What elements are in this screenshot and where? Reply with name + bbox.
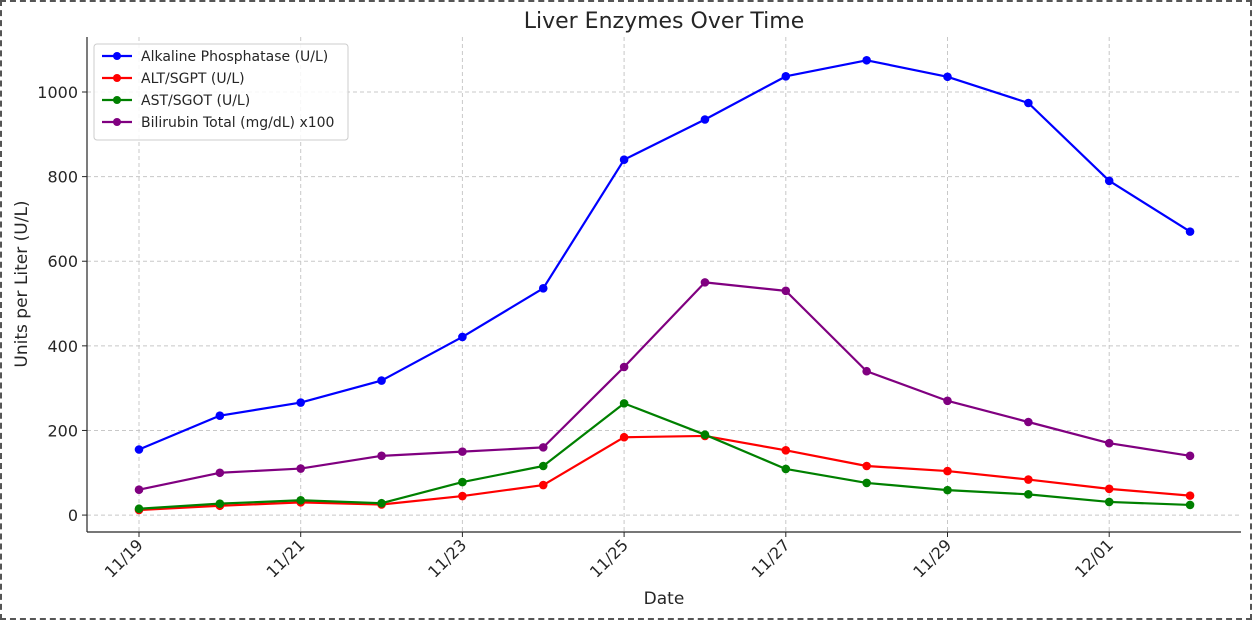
data-point: [296, 398, 306, 407]
data-point: [862, 478, 871, 488]
legend-marker: [113, 52, 121, 60]
x-tick-label: 11/19: [101, 535, 147, 581]
data-point: [1024, 98, 1033, 108]
x-tick-label: 11/21: [262, 535, 308, 581]
x-tick-label: 11/25: [586, 535, 632, 581]
data-point: [943, 396, 952, 406]
data-point: [1185, 451, 1195, 461]
data-point: [538, 284, 548, 293]
data-point: [862, 461, 871, 471]
legend: Alkaline Phosphatase (U/L) ALT/SGPT (U/L)…: [93, 43, 349, 141]
series-line: [138, 59, 1191, 451]
data-point: [1024, 490, 1033, 499]
series-layer: [134, 55, 1195, 515]
data-point: [700, 430, 710, 439]
series-line: [138, 281, 1191, 491]
series-2: [134, 431, 1195, 515]
data-point: [1185, 227, 1195, 236]
data-point: [1104, 176, 1114, 186]
data-point: [781, 446, 791, 455]
series-3: [134, 399, 1195, 514]
data-point: [458, 491, 467, 501]
x-tick-label: 11/23: [424, 535, 470, 581]
legend-marker: [113, 118, 121, 126]
data-point: [538, 480, 548, 490]
legend-label: Bilirubin Total (mg/dL) x100: [141, 115, 334, 131]
legend-marker: [113, 74, 121, 82]
series-line: [138, 434, 1191, 512]
data-point: [215, 468, 225, 478]
data-point: [1185, 500, 1195, 510]
data-point: [458, 447, 467, 456]
grid: [87, 37, 1241, 532]
data-point: [700, 278, 710, 287]
series-4: [134, 278, 1195, 494]
data-point: [1104, 438, 1114, 448]
data-point: [296, 495, 306, 505]
data-point: [781, 286, 791, 296]
x-tick-label: 12/01: [1071, 535, 1117, 581]
data-point: [619, 155, 629, 164]
data-point: [619, 362, 629, 372]
legend-box: [93, 43, 349, 141]
y-tick-label: 600: [47, 252, 78, 271]
y-tick-label: 0: [68, 506, 78, 525]
data-point: [1024, 475, 1033, 484]
data-point: [943, 466, 952, 476]
data-point: [134, 445, 144, 454]
data-point: [1185, 491, 1195, 500]
y-tick-label: 800: [47, 168, 78, 187]
data-point: [619, 399, 629, 408]
data-point: [538, 443, 548, 452]
x-tick-label: 11/27: [748, 535, 794, 581]
data-point: [1024, 417, 1033, 427]
data-point: [134, 504, 144, 514]
legend-marker: [113, 96, 121, 104]
data-point: [215, 411, 225, 420]
data-point: [700, 115, 710, 124]
data-point: [1104, 497, 1114, 507]
data-point: [296, 464, 306, 473]
legend-item: AST/SGOT (U/L): [102, 93, 250, 109]
data-point: [862, 366, 871, 376]
legend-label: ALT/SGPT (U/L): [141, 71, 245, 87]
data-point: [458, 332, 467, 342]
y-tick-label: 1000: [37, 83, 78, 102]
x-tick-label: 11/29: [909, 535, 955, 581]
data-point: [215, 499, 225, 508]
data-point: [943, 72, 952, 82]
data-point: [781, 464, 791, 474]
data-point: [377, 451, 386, 461]
legend-label: AST/SGOT (U/L): [141, 93, 250, 109]
series-1: [134, 55, 1195, 454]
legend-label: Alkaline Phosphatase (U/L): [141, 49, 328, 65]
x-axis-label: Date: [644, 589, 685, 609]
data-point: [377, 376, 386, 385]
data-point: [862, 55, 871, 65]
series-line: [138, 402, 1191, 510]
y-axis-label: Units per Liter (U/L): [12, 200, 32, 367]
data-point: [377, 498, 386, 508]
data-point: [943, 485, 952, 495]
data-point: [134, 485, 144, 494]
legend-item: ALT/SGPT (U/L): [102, 71, 245, 87]
y-tick-label: 200: [47, 421, 78, 440]
data-point: [458, 477, 467, 487]
chart-title: Liver Enzymes Over Time: [524, 9, 805, 34]
data-point: [781, 72, 791, 81]
data-point: [619, 432, 629, 442]
legend-item: Bilirubin Total (mg/dL) x100: [102, 115, 334, 131]
legend-item: Alkaline Phosphatase (U/L): [102, 49, 328, 65]
y-tick-label: 400: [47, 337, 78, 356]
data-point: [538, 461, 548, 471]
data-point: [1104, 484, 1114, 494]
